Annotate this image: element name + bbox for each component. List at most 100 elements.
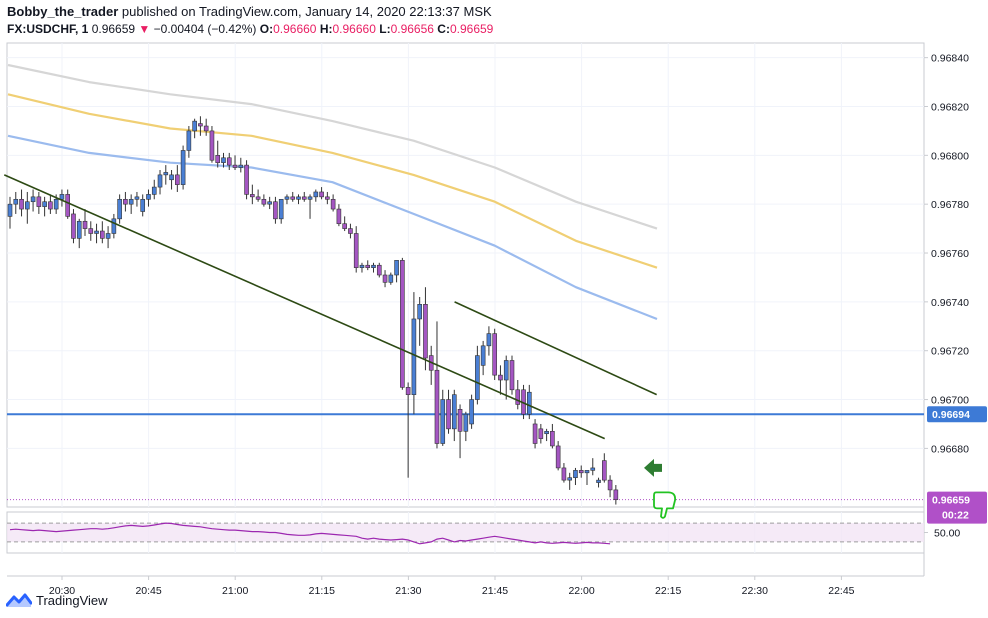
candle-body xyxy=(515,389,521,405)
candle-body xyxy=(602,460,607,481)
x-tick-label: 22:15 xyxy=(655,585,681,597)
candle-body xyxy=(596,479,601,483)
low-value: 0.96656 xyxy=(390,22,434,36)
candle-body xyxy=(203,125,209,132)
candle-body xyxy=(261,198,267,205)
level-price-label-bg xyxy=(927,406,987,423)
candle-body xyxy=(555,445,561,469)
candle-body xyxy=(88,228,94,234)
candle-body xyxy=(180,150,186,185)
candles xyxy=(7,116,619,505)
candle-body xyxy=(151,186,157,195)
symbol-name: FX:USDCHF, 1 xyxy=(7,22,89,36)
y-tick-label: 0.96700 xyxy=(931,395,969,407)
candle-body xyxy=(186,130,192,151)
candle-body xyxy=(400,260,405,388)
tradingview-footer[interactable]: TradingView xyxy=(6,592,108,608)
candle-body xyxy=(100,230,105,239)
x-tick-label: 21:00 xyxy=(222,585,248,597)
open-label: O: xyxy=(259,22,274,36)
tradingview-logo-icon xyxy=(6,593,32,607)
candle-body xyxy=(42,201,47,207)
candle-body xyxy=(550,430,555,447)
candle-body xyxy=(440,399,446,444)
candle-body xyxy=(140,198,146,212)
candle-body xyxy=(532,423,538,444)
candle-body xyxy=(578,470,584,474)
candle-body xyxy=(417,304,422,320)
candle-body xyxy=(13,198,19,205)
candle-body xyxy=(613,489,619,500)
candle-body xyxy=(76,220,82,239)
candle-body xyxy=(226,157,232,166)
candle-body xyxy=(307,196,313,200)
candle-body xyxy=(423,304,428,359)
candle-body xyxy=(434,369,440,444)
candle-body xyxy=(232,164,238,168)
candle-body xyxy=(359,264,365,268)
candle-body xyxy=(117,198,122,220)
candle-body xyxy=(71,213,76,239)
candle-body xyxy=(128,198,134,205)
y-tick-label: 0.96720 xyxy=(931,346,969,358)
x-tick-label: 22:45 xyxy=(828,585,854,597)
candle-body xyxy=(451,394,457,430)
candle-body xyxy=(526,391,532,415)
candle-body xyxy=(365,264,371,268)
candle-body xyxy=(146,194,151,200)
countdown-label: 00:22 xyxy=(942,510,969,522)
y-tick-label: 0.96800 xyxy=(931,150,969,162)
y-tick-label: 0.96780 xyxy=(931,199,969,211)
y-tick-label: 0.96740 xyxy=(931,297,969,309)
author-name[interactable]: Bobby_the_trader xyxy=(7,4,119,19)
candle-body xyxy=(105,233,111,239)
symbol-info: FX:USDCHF, 1 0.96659 ▼ −0.00404 (−0.42%)… xyxy=(7,22,493,36)
last-price-label-bg xyxy=(927,491,987,524)
x-tick-label: 20:45 xyxy=(135,585,161,597)
candle-body xyxy=(509,360,515,391)
candle-body xyxy=(607,479,613,491)
candle-body xyxy=(475,355,480,400)
candle-body xyxy=(123,198,128,205)
candle-body xyxy=(238,164,244,168)
candle-body xyxy=(313,191,319,198)
candle-body xyxy=(457,409,463,432)
close-label: C: xyxy=(437,22,450,36)
candle-body xyxy=(59,194,65,200)
y-tick-label: 0.96760 xyxy=(931,248,969,260)
candle-body xyxy=(30,196,36,203)
candle-body xyxy=(198,123,203,127)
candle-body xyxy=(573,470,578,478)
candle-body xyxy=(463,413,469,432)
candle-body xyxy=(65,194,70,217)
candle-body xyxy=(394,260,399,276)
candle-body xyxy=(169,174,174,181)
candle-body xyxy=(319,191,324,198)
y-tick-label: 0.96820 xyxy=(931,101,969,113)
candle-body xyxy=(25,201,30,210)
high-label: H: xyxy=(319,22,333,36)
candle-body xyxy=(405,387,411,395)
candle-body xyxy=(342,223,347,229)
y-tick-label: 0.96680 xyxy=(931,443,969,455)
candle-body xyxy=(411,318,417,395)
candle-body xyxy=(561,467,567,481)
candle-body xyxy=(325,196,330,200)
rsi-band xyxy=(7,523,924,542)
candle-body xyxy=(376,264,382,276)
candle-body xyxy=(250,194,255,198)
last-price: 0.96659 xyxy=(91,22,136,36)
candle-body xyxy=(111,218,117,234)
rsi-line xyxy=(9,522,611,545)
last-price-label: 0.96659 xyxy=(932,495,970,507)
publish-info: Bobby_the_trader published on TradingVie… xyxy=(7,4,492,19)
candle-body xyxy=(492,333,497,376)
candle-body xyxy=(53,198,59,210)
candle-body xyxy=(567,477,572,481)
level-price-label: 0.96694 xyxy=(932,409,970,421)
candle-body xyxy=(215,155,221,163)
close-value: 0.96659 xyxy=(449,22,494,36)
candle-body xyxy=(163,172,169,176)
candle-body xyxy=(301,196,307,200)
